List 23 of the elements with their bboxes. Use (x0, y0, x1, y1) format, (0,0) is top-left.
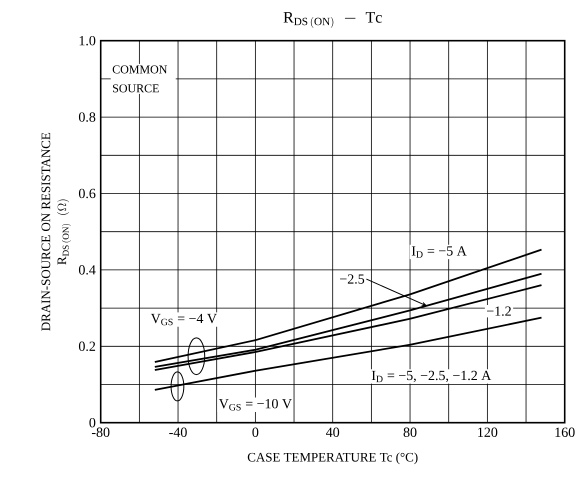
annotation: I$_{D}$ = −5 A (412, 246, 467, 258)
y-tick-label: 0.4 (78, 265, 96, 275)
x-tick-label: -80 (92, 428, 110, 437)
chart-title: $\mathrm{R_{DS\,(ON)}\;-\;Tc}$ (284, 12, 382, 28)
x-axis-title: CASE TEMPERATURE Tc (°C) (248, 452, 418, 464)
y-tick-label: 0.6 (78, 188, 96, 198)
y-tick-label: 1.0 (80, 36, 96, 46)
annotation: V$_{GS}$ = −4 V (150, 314, 217, 326)
annotation: −1.2 (487, 306, 511, 316)
annotation: I$_{D}$ = −5, −2.5, −1.2 A (372, 370, 492, 382)
annotation: COMMON SOURCE (112, 65, 168, 92)
y-tick-label: 0 (89, 418, 96, 428)
annotation: V$_{GS}$ = −10 V (218, 398, 292, 411)
x-tick-label: 160 (555, 428, 575, 437)
x-tick-label: -40 (169, 428, 187, 437)
x-tick-label: 0 (252, 428, 258, 437)
x-tick-label: 80 (404, 428, 416, 437)
y-axis-title: $\begin{array}{c}\mbox{DRAIN-SOURCE ON RESISTANCE}\\ \mathrm{R_{DS\,(ON)}}\;\;(\Omega)\end{array}$ (42, 132, 71, 331)
annotation: −2.5 (340, 274, 364, 284)
y-tick-label: 0.2 (78, 342, 96, 352)
x-tick-label: 120 (478, 428, 498, 437)
y-tick-label: 0.8 (78, 112, 96, 122)
x-tick-label: 40 (326, 428, 340, 437)
